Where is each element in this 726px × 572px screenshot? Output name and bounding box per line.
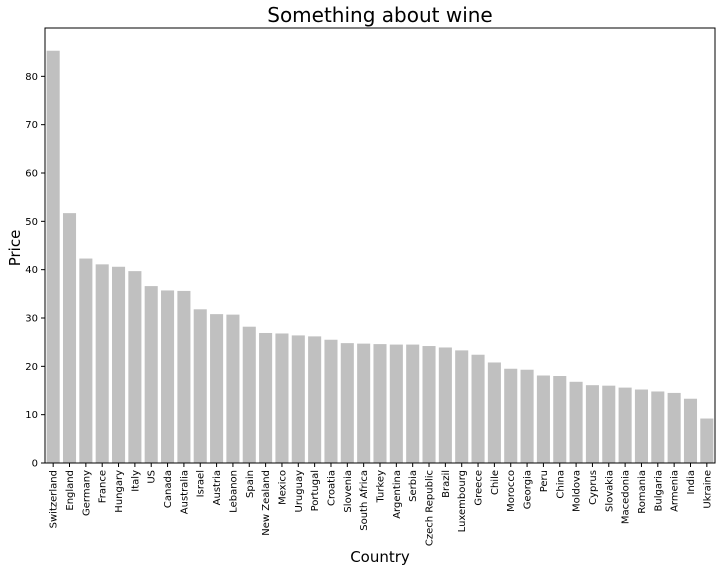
y-tick-label: 50 [25, 217, 38, 228]
x-tick-label: Serbia [408, 470, 419, 502]
bar-czech-republic [422, 346, 436, 463]
bar-turkey [373, 344, 387, 463]
y-tick-label: 30 [25, 314, 38, 325]
x-tick-label: Argentina [392, 470, 403, 519]
x-tick-label: Brazil [441, 470, 452, 498]
x-tick-label: US [147, 470, 158, 484]
x-tick-label: Moldova [572, 470, 583, 512]
bar-new-zealand [259, 332, 273, 463]
y-tick-label: 70 [25, 120, 38, 131]
x-tick-label: Lebanon [228, 470, 239, 513]
x-tick-label: Italy [130, 470, 141, 492]
bar-canada [161, 290, 175, 463]
x-tick-label: Uruguay [294, 470, 305, 513]
bar-france [95, 264, 109, 463]
x-tick-label: China [555, 470, 566, 499]
x-tick-label: Israel [196, 470, 207, 497]
bar-spain [242, 326, 256, 463]
x-tick-label: Portugal [310, 470, 321, 511]
bar-israel [193, 309, 207, 463]
bar-us [144, 286, 158, 463]
bar-romania [634, 389, 648, 463]
bar-macedonia [618, 387, 632, 463]
bar-moldova [569, 381, 583, 463]
bar-chile [487, 362, 501, 463]
bar-uruguay [291, 335, 305, 463]
bar-peru [536, 375, 550, 463]
x-tick-label: Morocco [506, 470, 517, 512]
bar-croatia [324, 339, 338, 463]
x-tick-label: Germany [81, 470, 92, 516]
bar-hungary [112, 266, 126, 463]
bar-italy [128, 271, 142, 463]
bar-mexico [275, 333, 289, 463]
x-tick-label: Hungary [114, 470, 125, 513]
bar-india [683, 398, 698, 463]
bar-lebanon [226, 314, 240, 463]
x-tick-label: England [65, 470, 76, 511]
bar-slovakia [602, 385, 616, 463]
x-tick-label: Cyprus [588, 470, 599, 505]
bar-armenia [667, 392, 681, 463]
x-tick-label: Greece [474, 470, 485, 506]
y-tick-label: 40 [25, 265, 38, 276]
x-tick-label: Luxembourg [457, 470, 468, 532]
x-tick-label: Ukraine [702, 470, 713, 509]
x-axis: Switzerland England Germany France Hungary It… [49, 463, 713, 546]
bar-cyprus [585, 385, 599, 463]
x-tick-label: Switzerland [49, 470, 60, 528]
bar-south-africa [357, 343, 371, 463]
bar-austria [210, 314, 224, 463]
bar-germany [79, 258, 93, 463]
bar-luxembourg [455, 350, 469, 463]
x-tick-label: Turkey [376, 470, 387, 504]
bar-greece [471, 354, 485, 463]
x-tick-label: Macedonia [621, 470, 632, 524]
x-tick-label: Armenia [670, 470, 681, 512]
bar-australia [177, 290, 191, 463]
x-tick-label: Canada [163, 470, 174, 508]
x-tick-label: Croatia [326, 470, 337, 506]
x-axis-title: Country [350, 548, 410, 566]
y-tick-label: 80 [25, 72, 38, 83]
bar-georgia [520, 369, 534, 463]
x-tick-label: Georgia [523, 470, 534, 509]
bar-slovenia [340, 343, 354, 463]
y-tick-label: 0 [32, 459, 38, 470]
y-tick-label: 20 [25, 362, 38, 373]
x-tick-label: Austria [212, 470, 223, 505]
bar-ukraine [700, 418, 714, 463]
x-tick-label: Spain [245, 470, 256, 498]
bar-serbia [406, 344, 420, 463]
x-tick-label: France [98, 470, 109, 503]
x-tick-label: Czech Republic [425, 470, 436, 546]
x-tick-label: South Africa [359, 470, 370, 531]
x-tick-label: Romania [637, 470, 648, 514]
x-tick-label: Bulgaria [653, 470, 664, 511]
x-tick-label: New Zealand [261, 470, 272, 536]
bar-switzerland [46, 50, 60, 463]
x-tick-label: India [686, 470, 697, 495]
x-tick-label: Chile [490, 470, 501, 495]
bar-morocco [504, 368, 518, 463]
bar-china [553, 376, 567, 463]
x-tick-label: Slovakia [604, 470, 615, 512]
y-tick-label: 60 [25, 169, 38, 180]
x-tick-label: Slovenia [343, 470, 354, 513]
bar-england [62, 213, 77, 463]
bar-bulgaria [651, 391, 665, 463]
plot-frame [44, 27, 716, 464]
bar-portugal [308, 336, 322, 463]
y-axis-title: Price [6, 230, 24, 267]
y-axis: 0 10 20 30 40 50 60 70 80 [25, 72, 45, 470]
bar-argentina [389, 344, 403, 463]
x-tick-label: Peru [539, 470, 550, 492]
x-tick-label: Australia [179, 470, 190, 514]
y-tick-label: 10 [25, 410, 38, 421]
bar-brazil [438, 347, 452, 463]
x-tick-label: Mexico [277, 470, 288, 505]
bars-group [46, 50, 714, 463]
chart-title: Something about wine [267, 3, 492, 27]
